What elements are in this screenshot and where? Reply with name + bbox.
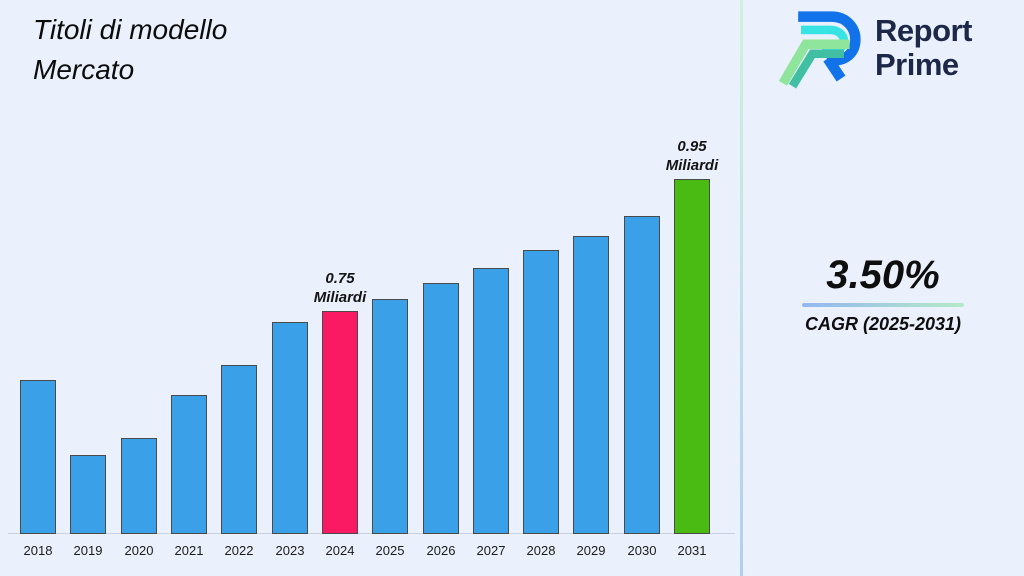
page-title-line1: Titoli di modello: [33, 14, 228, 45]
x-axis-label-2029: 2029: [576, 543, 606, 558]
x-axis-label-2021: 2021: [174, 543, 204, 558]
x-axis-label-2023: 2023: [275, 543, 305, 558]
bar-value-number-2024: 0.75: [325, 270, 355, 287]
bar-2021: [171, 395, 207, 534]
bar-2027: [473, 268, 509, 534]
bar-2023: [272, 322, 308, 534]
bar-2019: [70, 455, 106, 534]
x-axis-label-2028: 2028: [526, 543, 556, 558]
bar-2020: [121, 438, 157, 534]
x-axis-label-2027: 2027: [476, 543, 506, 558]
bar-2028: [523, 250, 559, 534]
x-axis-label-2024: 2024: [325, 543, 355, 558]
bar-2025: [372, 299, 408, 534]
bar-2030: [624, 216, 660, 534]
bar-2018: [20, 380, 56, 534]
cagr-value: 3.50%: [826, 253, 940, 297]
cagr-underline-accent: [802, 303, 964, 307]
brand-wordmark-line2: Prime: [875, 47, 959, 82]
x-axis-label-2019: 2019: [73, 543, 103, 558]
brand-logo: Report Prime: [779, 8, 972, 90]
bar-value-number-2031: 0.95: [677, 138, 707, 155]
bar-value-unit-2024: Miliardi: [313, 289, 367, 306]
cagr-label: CAGR (2025-2031): [804, 314, 962, 334]
report-prime-logo-icon: [779, 11, 861, 89]
x-axis-label-2031: 2031: [677, 543, 707, 558]
page-title-line2: Mercato: [33, 54, 135, 85]
vertical-divider: [740, 0, 743, 576]
bar-value-label-2031: 0.95 Miliardi: [637, 137, 747, 175]
x-axis-label-2026: 2026: [426, 543, 456, 558]
brand-wordmark-line1: Report: [875, 13, 972, 48]
bar-2026: [423, 283, 459, 534]
x-axis-label-2018: 2018: [23, 543, 53, 558]
bar-chart: 2018 2019 2020 2021 2022 2023 2024 0.75 Miliardi…: [8, 138, 735, 558]
x-axis-label-2025: 2025: [375, 543, 405, 558]
x-axis-label-2022: 2022: [224, 543, 254, 558]
bar-2024: [322, 311, 358, 534]
bar-2029: [573, 236, 609, 534]
bar-value-unit-2031: Miliardi: [665, 157, 719, 174]
bar-value-label-2024: 0.75 Miliardi: [285, 269, 395, 307]
bar-2022: [221, 365, 257, 534]
cagr-block: 3.50% CAGR (2025-2031): [780, 252, 986, 335]
brand-wordmark: Report Prime: [875, 14, 972, 82]
bar-2031: [674, 179, 710, 534]
x-axis-label-2020: 2020: [124, 543, 154, 558]
x-axis-line: [8, 533, 735, 534]
x-axis-label-2030: 2030: [627, 543, 657, 558]
page-title: Titoli di modello Mercato: [33, 10, 227, 90]
